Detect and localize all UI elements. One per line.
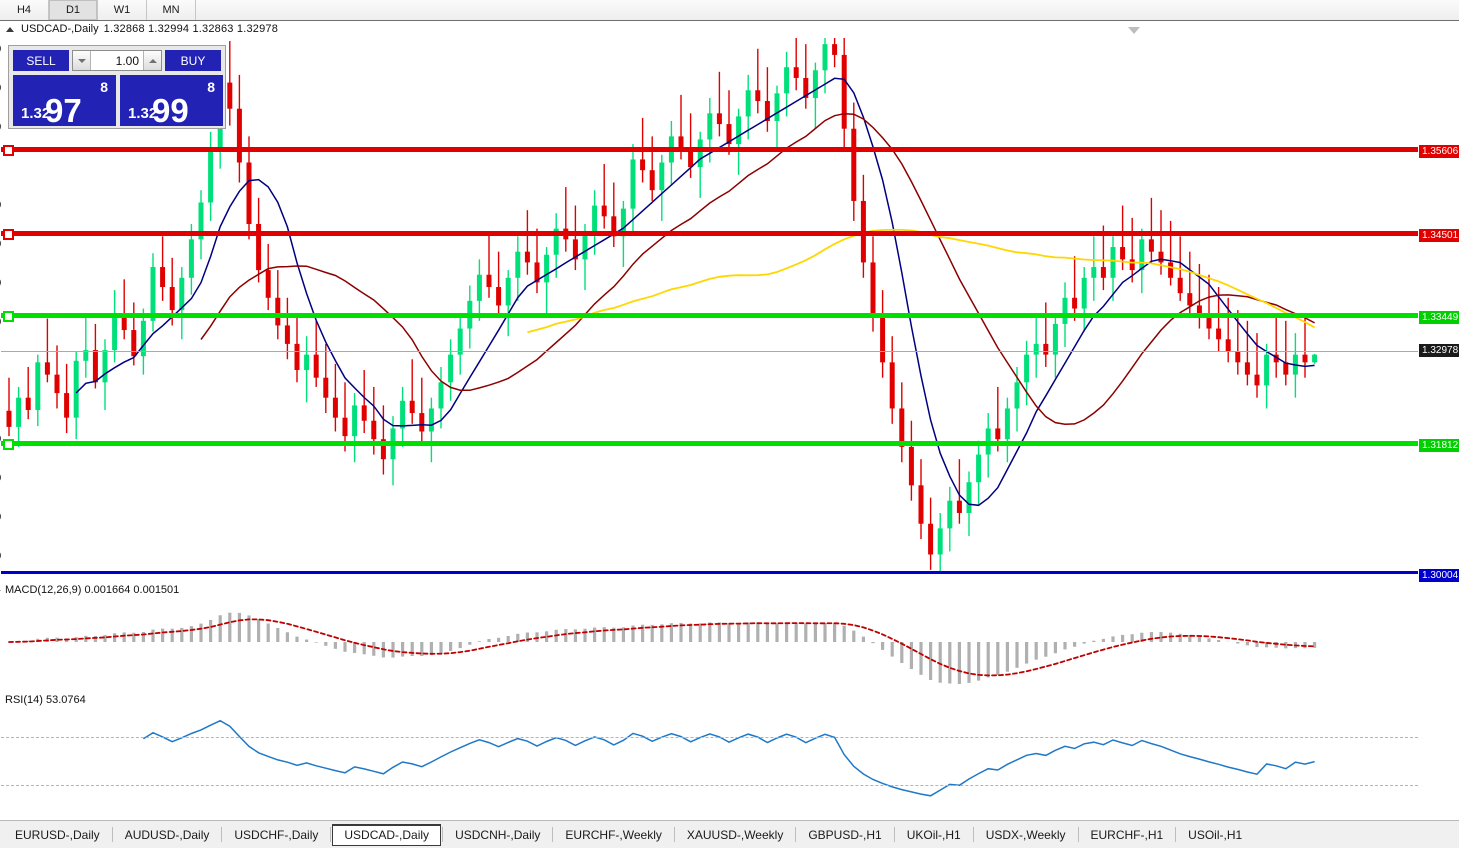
level-tag-1.34501[interactable]: 1.34501 xyxy=(1419,229,1459,242)
price-tick: 1.35170 xyxy=(0,201,1,211)
chart-tab-gbpusdh1[interactable]: GBPUSD-,H1 xyxy=(808,827,882,842)
collapse-triangle-icon[interactable] xyxy=(6,26,14,32)
price-tick: 1.36450 xyxy=(0,84,1,94)
macd-plot-area[interactable] xyxy=(1,582,1418,688)
volume-value[interactable]: 1.00 xyxy=(115,53,139,68)
support-anchor-1[interactable] xyxy=(3,311,14,322)
chart-tab-usdxweekly[interactable]: USDX-,Weekly xyxy=(985,827,1066,842)
rsi-oversold-line xyxy=(1,785,1418,786)
period-button-w1[interactable]: W1 xyxy=(98,0,147,20)
level-tag-1.30004[interactable]: 1.30004 xyxy=(1419,569,1459,582)
tab-separator xyxy=(552,827,554,842)
tab-separator xyxy=(795,827,797,842)
buy-pips: 99 xyxy=(152,92,189,129)
resistance-line-1[interactable] xyxy=(1,147,1418,152)
macd-tick: 0.010311 xyxy=(0,584,1,594)
chart-tabs: EURUSD-,Daily AUDUSD-,Daily USDCHF-,Daily U… xyxy=(0,820,1459,848)
chart-window: USDCAD-,Daily 1.32868 1.32994 1.32863 1.… xyxy=(0,20,1459,839)
target-line[interactable] xyxy=(1,571,1418,574)
sell-price-button[interactable]: 1.32 97 8 xyxy=(13,75,116,129)
chart-tab-ukoilh1[interactable]: UKOil-,H1 xyxy=(906,827,961,842)
resistance-line-2[interactable] xyxy=(1,231,1418,236)
chart-tab-eurusddaily[interactable]: EURUSD-,Daily xyxy=(15,827,100,842)
rsi-overbought-line xyxy=(1,737,1418,738)
price-tick: 1.34310 xyxy=(0,279,1,289)
chart-tab-usdchfdaily[interactable]: USDCHF-,Daily xyxy=(234,827,319,842)
one-click-trading-panel[interactable]: SELL 1.00 BUY 1.32 97 8 xyxy=(8,45,226,129)
sell-pips: 97 xyxy=(45,92,82,129)
sell-button[interactable]: SELL xyxy=(13,50,69,71)
chevron-up-icon xyxy=(148,58,157,63)
tab-separator xyxy=(330,827,332,842)
support-anchor-2[interactable] xyxy=(3,439,14,450)
tab-separator xyxy=(442,827,444,842)
rsi-svg xyxy=(143,719,1315,797)
buy-fraction: 8 xyxy=(207,79,215,95)
tab-separator xyxy=(673,827,675,842)
chart-tab-usdcaddaily[interactable]: USDCAD-,Daily xyxy=(332,823,442,846)
octp-top-row: SELL 1.00 BUY xyxy=(9,46,225,72)
chevron-down-icon xyxy=(77,58,86,63)
chart-header: USDCAD-,Daily 1.32868 1.32994 1.32863 1.… xyxy=(0,21,1459,37)
tab-separator xyxy=(893,827,895,842)
support-line-2[interactable] xyxy=(1,441,1418,446)
chart-tab-usoilh1[interactable]: USOil-,H1 xyxy=(1188,827,1243,842)
price-tick: 1.31730 xyxy=(0,513,1,523)
tab-separator xyxy=(221,827,223,842)
level-tag-1.31812[interactable]: 1.31812 xyxy=(1419,439,1459,452)
period-button-mn[interactable]: MN xyxy=(147,0,196,20)
chart-tab-eurchfh1[interactable]: EURCHF-,H1 xyxy=(1090,827,1164,842)
volume-increase-button[interactable] xyxy=(143,51,161,70)
support-line-1[interactable] xyxy=(1,313,1418,318)
tab-separator xyxy=(1077,827,1079,842)
chart-tab-audusddaily[interactable]: AUDUSD-,Daily xyxy=(124,827,210,842)
volume-stepper[interactable]: 1.00 xyxy=(72,50,162,71)
price-tick: 1.33880 xyxy=(0,318,1,328)
level-tag-1.35606[interactable]: 1.35606 xyxy=(1419,145,1459,158)
level-tag-1.33449[interactable]: 1.33449 xyxy=(1419,311,1459,324)
period-toolbar: H4 D1 W1 MN xyxy=(0,0,1459,21)
candlestick-svg xyxy=(6,38,1318,574)
period-button-h4[interactable]: H4 xyxy=(0,0,49,20)
chart-tab-xauusdweekly[interactable]: XAUUSD-,Weekly xyxy=(686,827,784,842)
price-tick: 1.31300 xyxy=(0,552,1,562)
tab-separator xyxy=(972,827,974,842)
resistance-anchor-2[interactable] xyxy=(3,229,14,240)
buy-price-button[interactable]: 1.32 99 8 xyxy=(120,75,223,129)
price-tick: 1.36020 xyxy=(0,123,1,133)
price-tick: 1.32160 xyxy=(0,474,1,484)
chart-tab-usdcnhdaily[interactable]: USDCNH-,Daily xyxy=(455,827,541,842)
chart-symbol-label: USDCAD-,Daily xyxy=(21,23,99,35)
period-buttons: H4 D1 W1 MN xyxy=(0,0,196,20)
rsi-plot-area[interactable] xyxy=(1,692,1418,820)
chart-ohlc-values: 1.32868 1.32994 1.32863 1.32978 xyxy=(103,23,279,35)
period-button-d1[interactable]: D1 xyxy=(49,0,98,20)
price-tick: 1.34740 xyxy=(0,240,1,250)
sell-big-figure: 1.32 xyxy=(21,105,51,122)
scroll-marker-icon[interactable] xyxy=(1128,27,1140,34)
tab-separator xyxy=(111,827,113,842)
tab-separator xyxy=(1175,827,1177,842)
macd-svg xyxy=(8,612,1317,684)
price-plot-area[interactable] xyxy=(1,38,1418,574)
sell-fraction: 8 xyxy=(100,79,108,95)
current-price-line xyxy=(1,351,1418,352)
current-price-tag: 1.32978 xyxy=(1419,344,1459,357)
macd-label: MACD(12,26,9) 0.001664 0.001501 xyxy=(5,584,180,596)
buy-big-figure: 1.32 xyxy=(128,105,158,122)
volume-decrease-button[interactable] xyxy=(73,51,91,70)
buy-button[interactable]: BUY xyxy=(165,50,221,71)
octp-price-row: 1.32 97 8 1.32 99 8 xyxy=(13,75,223,129)
price-tick: 1.36880 xyxy=(0,45,1,55)
rsi-label: RSI(14) 53.0764 xyxy=(5,694,86,706)
chart-tab-eurchfweekly[interactable]: EURCHF-,Weekly xyxy=(565,827,662,842)
resistance-anchor-1[interactable] xyxy=(3,145,14,156)
price-tick: 1.32590 xyxy=(0,435,1,445)
